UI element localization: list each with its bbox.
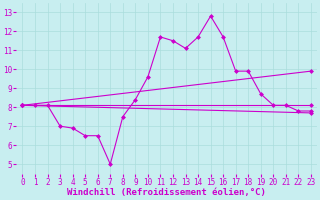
X-axis label: Windchill (Refroidissement éolien,°C): Windchill (Refroidissement éolien,°C) xyxy=(67,188,266,197)
